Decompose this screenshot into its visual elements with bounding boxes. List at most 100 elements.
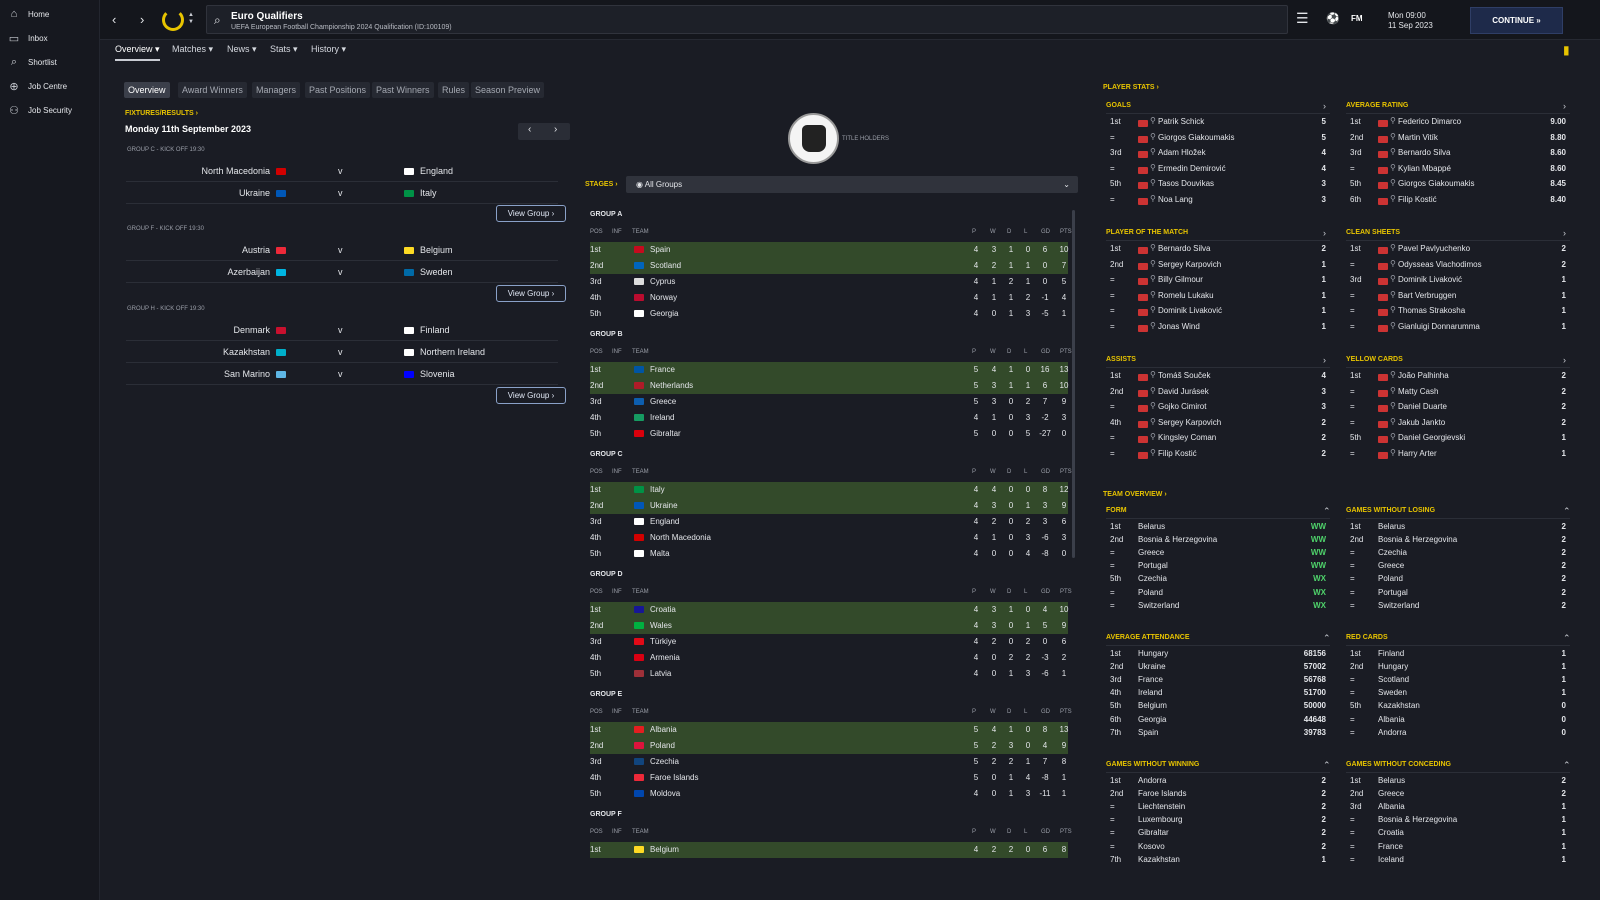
stat-row[interactable]: = ⚲ Ermedin Demirović 4 — [1110, 163, 1326, 178]
stat-row[interactable]: = ⚲ Bart Verbruggen 1 — [1350, 290, 1566, 305]
table-row[interactable]: 5th Georgia 4 0 1 3 -5 1 — [590, 306, 1068, 322]
stat-row[interactable]: = ⚲ Kingsley Coman 2 — [1110, 432, 1326, 447]
fixture-row[interactable]: Ukraine v Italy — [126, 182, 558, 204]
stat-box-title[interactable]: AVERAGE ATTENDANCE — [1106, 634, 1190, 641]
chevron-right-icon[interactable]: › — [1563, 355, 1566, 365]
stat-row[interactable]: 5th Kazakhstan 0 — [1350, 701, 1566, 714]
view-group-button[interactable]: View Group › — [496, 387, 566, 404]
table-row[interactable]: 4th North Macedonia 4 1 0 3 -6 3 — [590, 530, 1068, 546]
collapse-icon[interactable]: ⌃ — [1563, 633, 1571, 643]
stat-row[interactable]: 7th Kazakhstan 1 — [1110, 855, 1326, 868]
fixture-row[interactable]: Kazakhstan v Northern Ireland — [126, 341, 558, 363]
stat-row[interactable]: 3rd ⚲ Bernardo Silva 8.60 — [1350, 147, 1566, 162]
stat-row[interactable]: 2nd Hungary 1 — [1350, 662, 1566, 675]
menu-icon[interactable]: ☰ — [1296, 10, 1309, 26]
table-row[interactable]: 1st France 5 4 1 0 16 13 — [590, 362, 1068, 378]
table-row[interactable]: 3rd Greece 5 3 0 2 7 9 — [590, 394, 1068, 410]
stat-row[interactable]: = ⚲ Noa Lang 3 — [1110, 194, 1326, 209]
stat-row[interactable]: 3rd ⚲ Dominik Livaković 1 — [1350, 274, 1566, 289]
stat-row[interactable]: 2nd Ukraine 57002 — [1110, 662, 1326, 675]
tab-past-winners[interactable]: Past Winners — [372, 82, 434, 98]
stat-row[interactable]: 5th Czechia WX — [1110, 574, 1326, 587]
fixture-row[interactable]: North Macedonia v England — [126, 160, 558, 182]
football-icon[interactable]: ⚽ — [1326, 13, 1340, 25]
sidebar-item-inbox[interactable]: ▭ Inbox — [0, 26, 99, 50]
table-row[interactable]: 3rd England 4 2 0 2 3 6 — [590, 514, 1068, 530]
stat-row[interactable]: = ⚲ Kylian Mbappé 8.60 — [1350, 163, 1566, 178]
fixture-row[interactable]: Austria v Belgium — [126, 239, 558, 261]
next-date-arrow-icon[interactable]: › — [554, 124, 558, 135]
stat-row[interactable]: = ⚲ Thomas Strakosha 1 — [1350, 305, 1566, 320]
table-row[interactable]: 1st Italy 4 4 0 0 8 12 — [590, 482, 1068, 498]
fixture-row[interactable]: Denmark v Finland — [126, 319, 558, 341]
nav-stats[interactable]: Stats ▾ — [270, 44, 298, 54]
stat-box-title[interactable]: YELLOW CARDS — [1346, 356, 1403, 363]
stat-row[interactable]: = Switzerland WX — [1110, 601, 1326, 614]
stat-row[interactable]: 1st ⚲ Pavel Pavlyuchenko 2 — [1350, 243, 1566, 258]
stat-row[interactable]: = Portugal 2 — [1350, 588, 1566, 601]
stat-row[interactable]: = France 1 — [1350, 842, 1566, 855]
tab-award-winners[interactable]: Award Winners — [178, 82, 247, 98]
search-box[interactable]: ⌕ Euro Qualifiers UEFA European Football… — [206, 5, 1288, 34]
fixture-row[interactable]: Azerbaijan v Sweden — [126, 261, 558, 283]
stat-row[interactable]: = Kosovo 2 — [1110, 842, 1326, 855]
stat-row[interactable]: = Gibraltar 2 — [1110, 828, 1326, 841]
collapse-icon[interactable]: ⌃ — [1323, 633, 1331, 643]
tab-overview[interactable]: Overview — [124, 82, 170, 98]
stat-row[interactable]: = Czechia 2 — [1350, 548, 1566, 561]
stat-row[interactable]: 1st ⚲ João Palhinha 2 — [1350, 370, 1566, 385]
stat-row[interactable]: = ⚲ Matty Cash 2 — [1350, 386, 1566, 401]
stat-row[interactable]: 4th Ireland 51700 — [1110, 688, 1326, 701]
prev-date-arrow-icon[interactable]: ‹ — [528, 124, 532, 135]
table-row[interactable]: 1st Albania 5 4 1 0 8 13 — [590, 722, 1068, 738]
team-overview-heading[interactable]: TEAM OVERVIEW › — [1103, 491, 1167, 498]
game-date[interactable]: Mon 09:00 11 Sep 2023 — [1388, 11, 1433, 31]
sidebar-item-shortlist[interactable]: ⌕ Shortlist — [0, 50, 99, 74]
stat-row[interactable]: 2nd ⚲ David Jurásek 3 — [1110, 386, 1326, 401]
stat-box-title[interactable]: FORM — [1106, 507, 1127, 514]
chevron-right-icon[interactable]: › — [1563, 101, 1566, 111]
tab-past-positions[interactable]: Past Positions — [305, 82, 371, 98]
stat-row[interactable]: 5th Belgium 50000 — [1110, 701, 1326, 714]
stat-row[interactable]: 2nd ⚲ Sergey Karpovich 1 — [1110, 259, 1326, 274]
stat-box-title[interactable]: GAMES WITHOUT WINNING — [1106, 761, 1200, 768]
bookmark-icon[interactable]: ▮ — [1563, 43, 1570, 57]
fixture-row[interactable]: San Marino v Slovenia — [126, 363, 558, 385]
table-row[interactable]: 1st Spain 4 3 1 0 6 10 — [590, 242, 1068, 258]
table-row[interactable]: 4th Armenia 4 0 2 2 -3 2 — [590, 650, 1068, 666]
player-stats-heading[interactable]: PLAYER STATS › — [1103, 84, 1159, 91]
stat-row[interactable]: 1st Belarus 2 — [1350, 776, 1566, 789]
table-row[interactable]: 1st Belgium 4 2 2 0 6 8 — [590, 842, 1068, 858]
stat-row[interactable]: 1st ⚲ Bernardo Silva 2 — [1110, 243, 1326, 258]
stat-row[interactable]: 6th Georgia 44648 — [1110, 715, 1326, 728]
stat-row[interactable]: = Scotland 1 — [1350, 675, 1566, 688]
stat-row[interactable]: = Sweden 1 — [1350, 688, 1566, 701]
stat-row[interactable]: = ⚲ Romelu Lukaku 1 — [1110, 290, 1326, 305]
stat-row[interactable]: = ⚲ Dominik Livaković 1 — [1110, 305, 1326, 320]
stat-row[interactable]: 2nd Faroe Islands 2 — [1110, 789, 1326, 802]
stat-box-title[interactable]: GAMES WITHOUT CONCEDING — [1346, 761, 1451, 768]
stages-heading[interactable]: STAGES › — [585, 181, 618, 188]
stat-box-title[interactable]: CLEAN SHEETS — [1346, 229, 1401, 236]
collapse-icon[interactable]: ⌃ — [1563, 760, 1571, 770]
table-row[interactable]: 3rd Türkiye 4 2 0 2 0 6 — [590, 634, 1068, 650]
tab-rules[interactable]: Rules — [438, 82, 470, 98]
chevron-right-icon[interactable]: › — [1323, 101, 1326, 111]
table-row[interactable]: 5th Latvia 4 0 1 3 -6 1 — [590, 666, 1068, 682]
stat-row[interactable]: 1st Belarus WW — [1110, 522, 1326, 535]
tab-managers[interactable]: Managers — [252, 82, 301, 98]
stat-row[interactable]: = Croatia 1 — [1350, 828, 1566, 841]
stat-row[interactable]: = ⚲ Gianluigi Donnarumma 1 — [1350, 321, 1566, 336]
stat-row[interactable]: = ⚲ Jonas Wind 1 — [1110, 321, 1326, 336]
stat-box-title[interactable]: RED CARDS — [1346, 634, 1388, 641]
nav-news[interactable]: News ▾ — [227, 44, 257, 54]
forward-arrow-icon[interactable]: › — [140, 12, 145, 27]
chevron-right-icon[interactable]: › — [1323, 355, 1326, 365]
collapse-icon[interactable]: ⌃ — [1323, 760, 1331, 770]
stat-row[interactable]: 3rd France 56768 — [1110, 675, 1326, 688]
stat-row[interactable]: 1st ⚲ Federico Dimarco 9.00 — [1350, 116, 1566, 131]
stat-row[interactable]: 1st ⚲ Patrik Schick 5 — [1110, 116, 1326, 131]
sidebar-item-home[interactable]: ⌂ Home — [0, 2, 99, 26]
stat-row[interactable]: = Albania 0 — [1350, 715, 1566, 728]
stat-row[interactable]: 5th ⚲ Giorgos Giakoumakis 8.45 — [1350, 178, 1566, 193]
